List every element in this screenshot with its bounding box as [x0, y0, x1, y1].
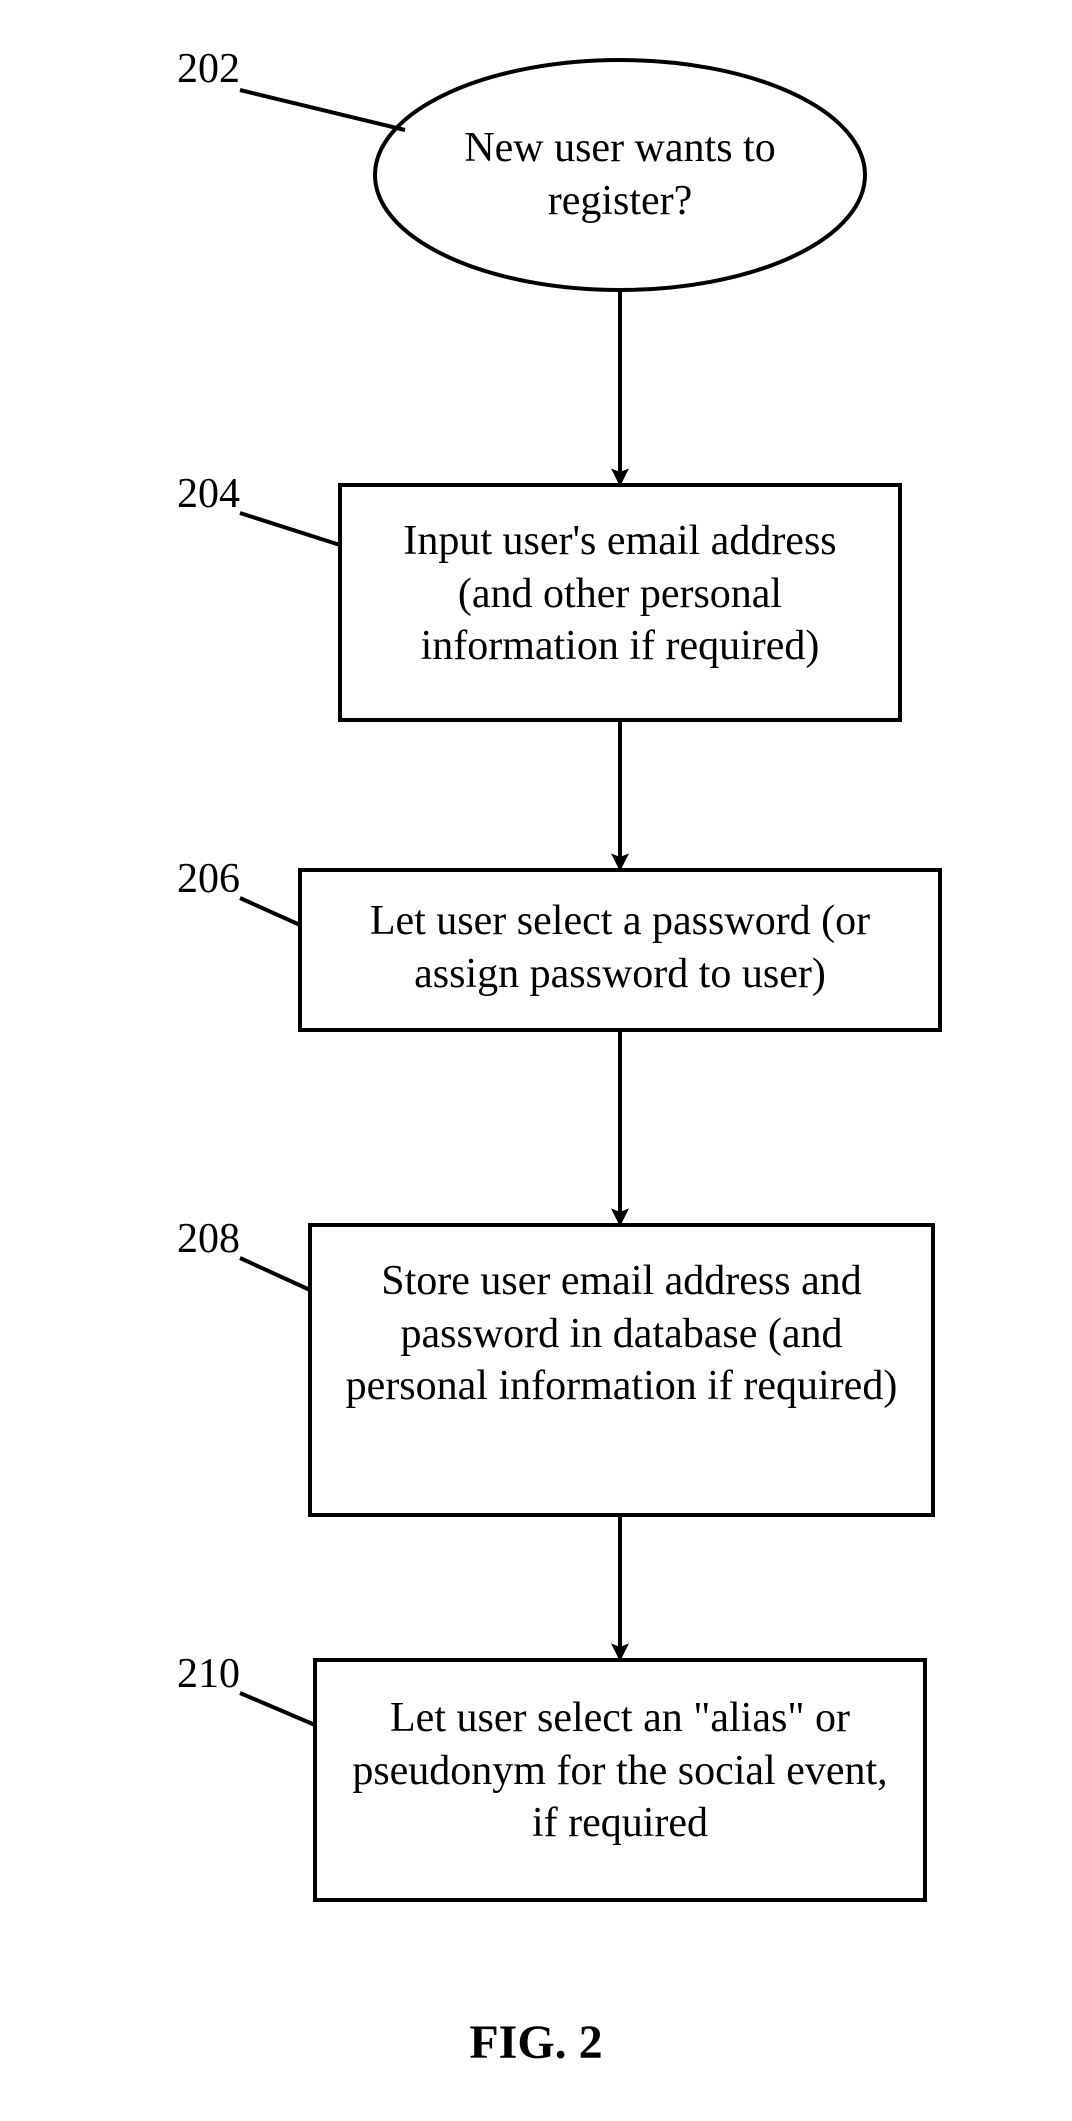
leader-line — [240, 1693, 315, 1725]
figure-label: FIG. 2 — [386, 2015, 686, 2070]
flowchart-container: 202 204 206 208 210 New user wants to re… — [0, 0, 1072, 2121]
node-text-202: New user wants to register? — [430, 122, 810, 227]
leader-line — [240, 513, 340, 545]
node-text-204: Input user's email address (and other pe… — [370, 515, 870, 673]
leader-line — [240, 898, 300, 925]
node-label-204: 204 — [130, 470, 240, 518]
node-text-208: Store user email address and password in… — [338, 1255, 905, 1413]
node-label-210: 210 — [130, 1650, 240, 1698]
node-label-206: 206 — [130, 855, 240, 903]
node-text-210: Let user select an "alias" or pseudonym … — [345, 1692, 895, 1850]
node-text-206: Let user select a password (or assign pa… — [320, 895, 920, 1000]
node-label-208: 208 — [130, 1215, 240, 1263]
leader-line — [240, 1258, 310, 1290]
leader-line — [240, 90, 405, 130]
node-label-202: 202 — [130, 45, 240, 93]
